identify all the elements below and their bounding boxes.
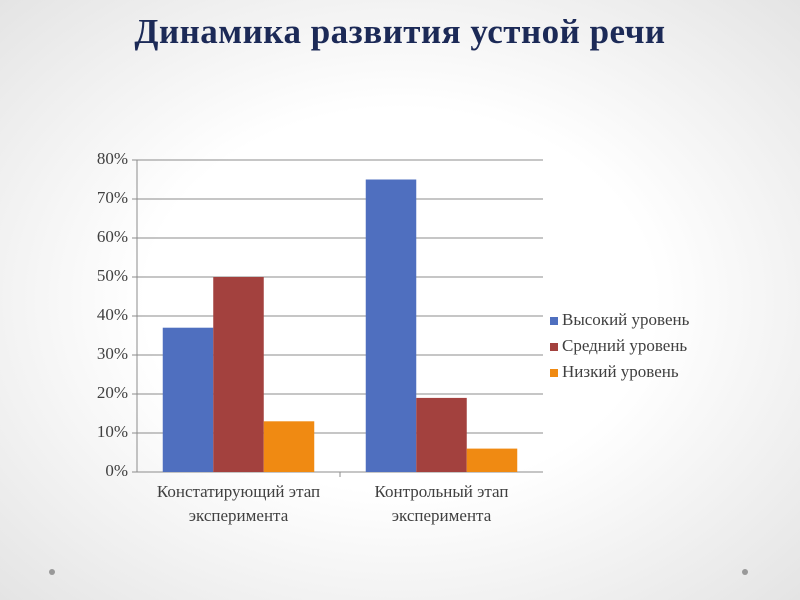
legend-label: Высокий уровень xyxy=(562,310,690,329)
legend-label: Средний уровень xyxy=(562,336,687,355)
chart-title: Динамика развития устной речи xyxy=(134,12,666,51)
decor-dot xyxy=(742,569,748,575)
y-tick-label: 30% xyxy=(97,344,128,363)
decor-dot xyxy=(49,569,55,575)
y-tick-label: 10% xyxy=(97,422,128,441)
y-tick-label: 0% xyxy=(105,461,128,480)
y-tick-label: 70% xyxy=(97,188,128,207)
legend-label: Низкий уровень xyxy=(562,362,679,381)
legend-swatch xyxy=(550,369,558,377)
legend-swatch xyxy=(550,343,558,351)
y-tick-label: 50% xyxy=(97,266,128,285)
bar xyxy=(416,397,467,472)
bar xyxy=(213,277,264,472)
legend-swatch xyxy=(550,317,558,325)
y-tick-label: 60% xyxy=(97,227,128,246)
x-tick-label: Констатирующий этап эксперимента xyxy=(156,482,321,525)
bar xyxy=(466,448,518,472)
y-tick-label: 40% xyxy=(97,305,128,324)
bar xyxy=(162,327,214,472)
x-tick-label: Контрольный этап эксперимента xyxy=(374,482,509,525)
bar xyxy=(365,179,417,472)
y-tick-label: 20% xyxy=(97,383,128,402)
y-tick-label: 80% xyxy=(97,149,128,168)
bar xyxy=(263,421,315,472)
